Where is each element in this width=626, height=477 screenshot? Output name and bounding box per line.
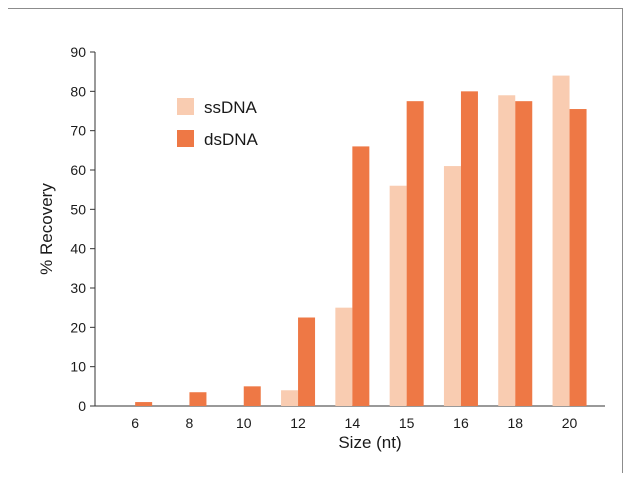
bar-dsdna-20 xyxy=(569,109,587,407)
legend-swatch-ssdna xyxy=(177,98,194,115)
bar-ssdna-18 xyxy=(498,95,516,407)
x-tick-label: 18 xyxy=(507,415,523,431)
y-tick-label: 80 xyxy=(70,83,86,99)
y-tick-label: 40 xyxy=(70,241,86,257)
bar-ssdna-20 xyxy=(552,75,570,406)
bar-dsdna-15 xyxy=(406,101,424,407)
bar-ssdna-14 xyxy=(335,307,353,406)
x-tick-label: 14 xyxy=(345,415,361,431)
bar-ssdna-12 xyxy=(281,390,299,406)
figure-frame xyxy=(8,8,623,473)
legend-label-ssdna: ssDNA xyxy=(204,98,258,117)
x-axis-title: Size (nt) xyxy=(338,433,401,452)
y-axis: 0 10 20 30 40 50 60 70 80 90 xyxy=(70,44,96,414)
legend-label-dsdna: dsDNA xyxy=(204,130,259,149)
bar-dsdna-12 xyxy=(298,317,316,406)
y-tick-label: 50 xyxy=(70,201,86,217)
bar-dsdna-6 xyxy=(135,402,153,406)
y-tick-label: 10 xyxy=(70,359,86,375)
x-tick-label: 16 xyxy=(453,415,469,431)
bar-dsdna-8 xyxy=(189,392,207,406)
y-tick-label: 90 xyxy=(70,44,86,60)
x-tick-label: 20 xyxy=(562,415,578,431)
x-tick-label: 8 xyxy=(186,415,194,431)
legend-swatch-dsdna xyxy=(177,130,194,147)
x-tick-label: 15 xyxy=(399,415,415,431)
bar-ssdna-15 xyxy=(389,185,407,406)
y-tick-label: 60 xyxy=(70,162,86,178)
bar-dsdna-10 xyxy=(243,386,261,406)
y-tick-label: 20 xyxy=(70,319,86,335)
y-tick-label: 70 xyxy=(70,123,86,139)
bar-ssdna-16 xyxy=(443,166,461,406)
y-tick-label: 0 xyxy=(78,398,86,414)
x-axis: 6 8 10 12 14 15 16 18 20 xyxy=(95,405,605,431)
x-tick-label: 10 xyxy=(236,415,252,431)
bar-dsdna-16 xyxy=(460,91,478,406)
x-tick-label: 6 xyxy=(131,415,139,431)
bars xyxy=(135,75,587,407)
y-tick-label: 30 xyxy=(70,280,86,296)
x-tick-label: 12 xyxy=(290,415,306,431)
bar-dsdna-14 xyxy=(352,146,370,406)
bar-dsdna-18 xyxy=(515,101,533,407)
y-axis-title: % Recovery xyxy=(37,183,56,275)
legend: ssDNA dsDNA xyxy=(177,98,259,149)
